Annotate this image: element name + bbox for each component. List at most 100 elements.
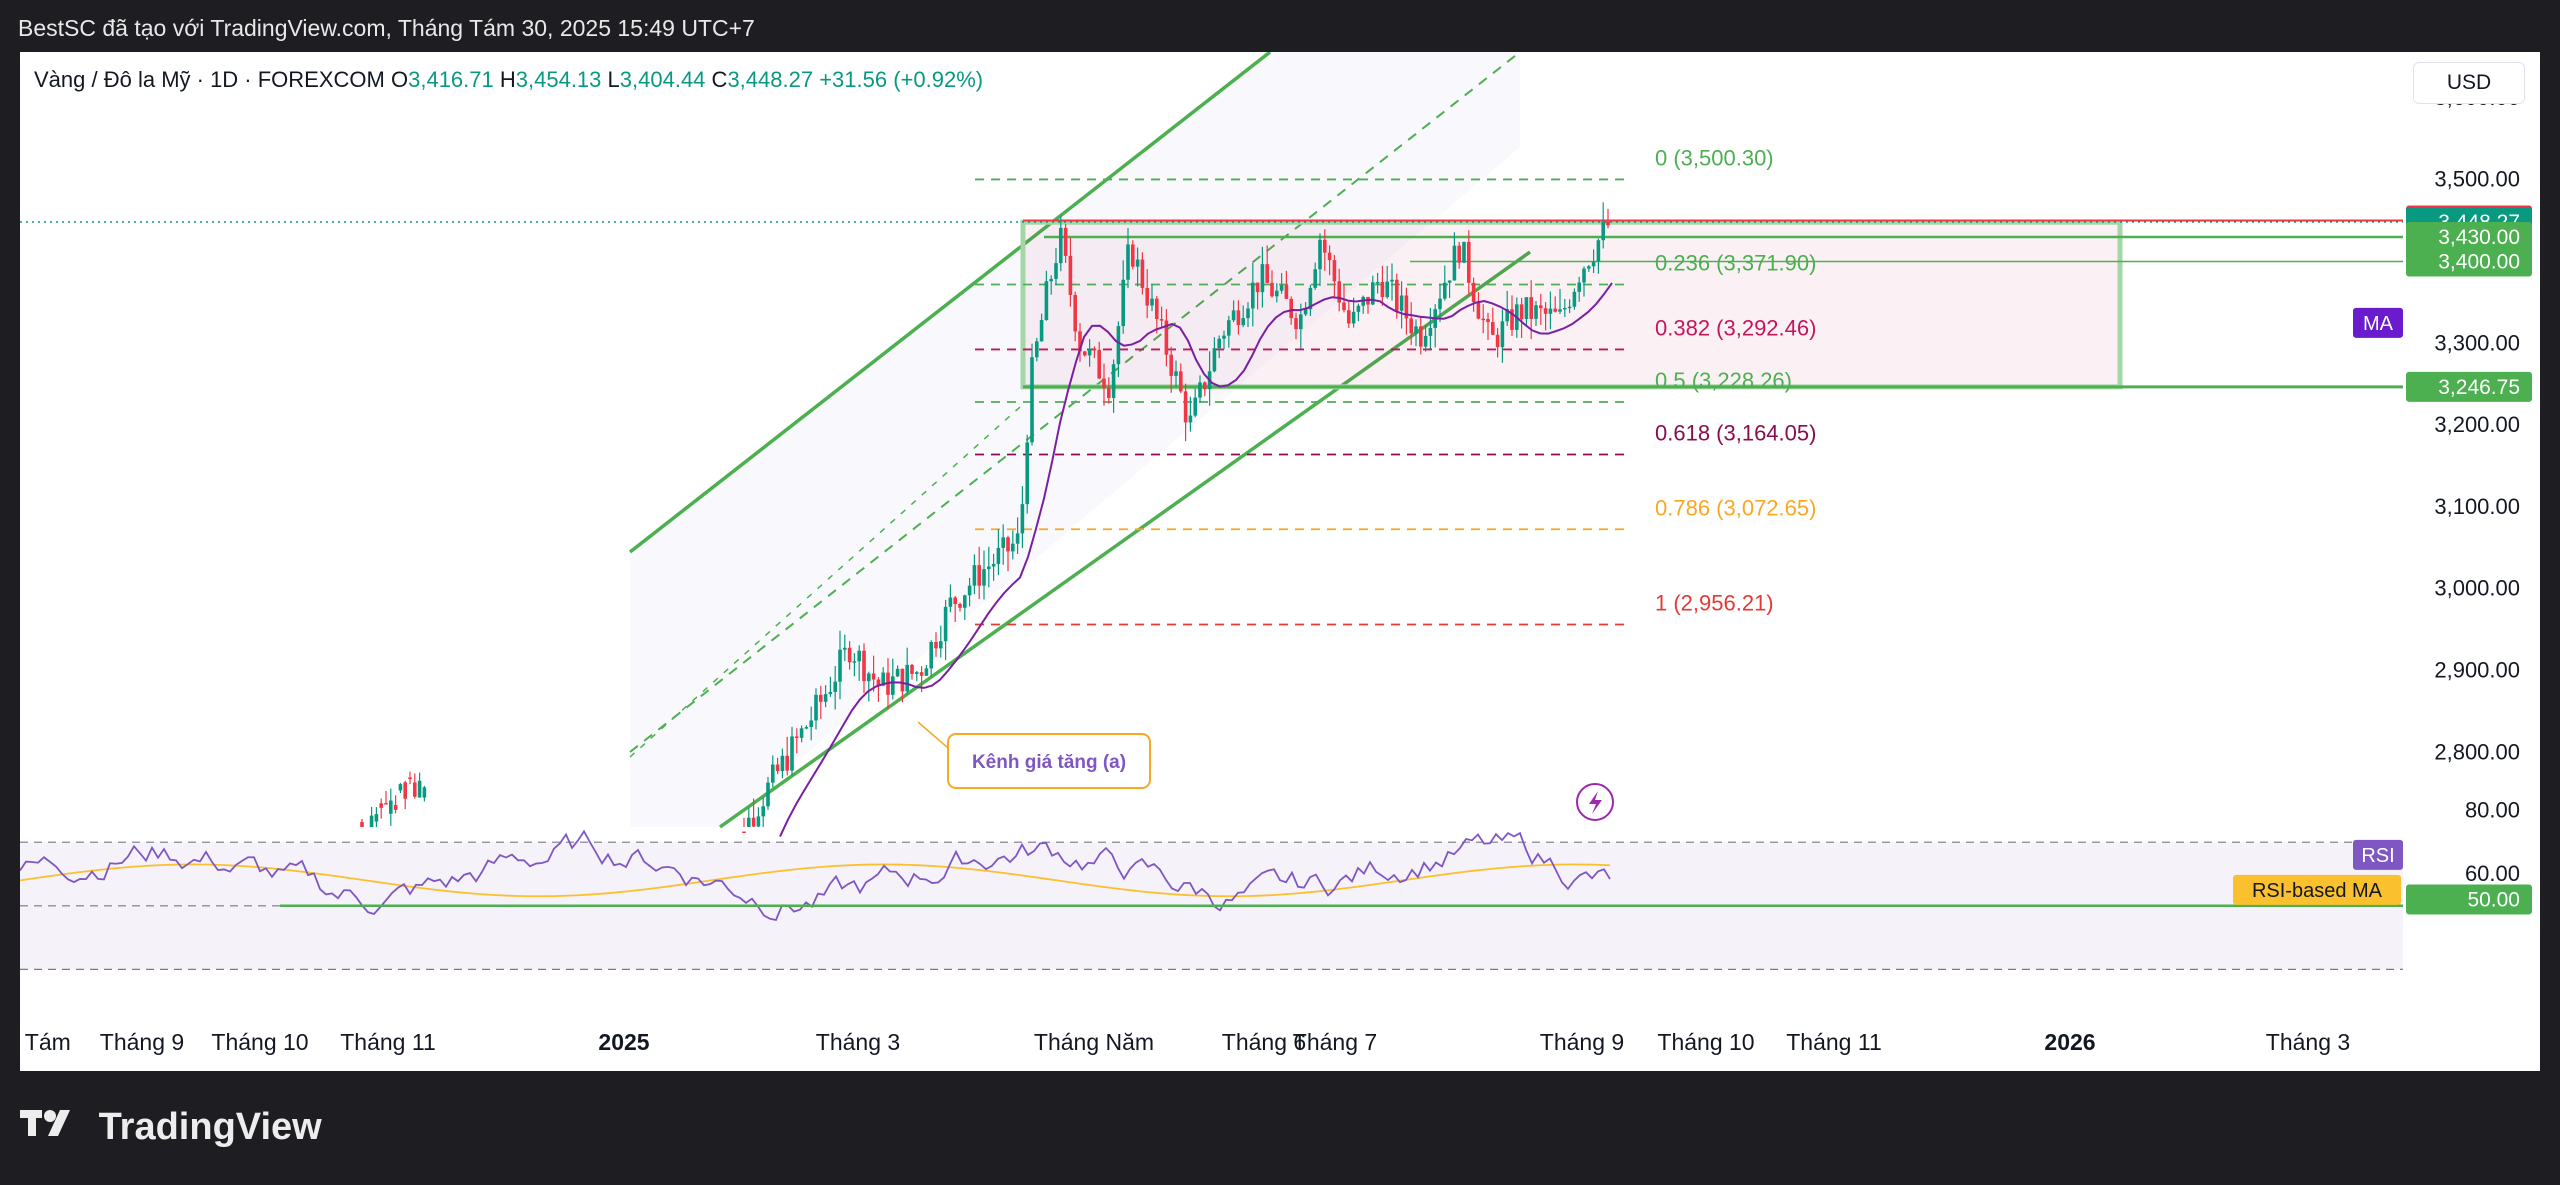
rsi-50-badge: [2406, 884, 2532, 915]
bolt-icon-glyph: [1589, 791, 1602, 814]
candle-body: [1452, 245, 1457, 281]
candle-body: [1563, 307, 1567, 310]
candle-body: [905, 664, 909, 692]
high-label: H: [499, 67, 516, 92]
low-label: L: [607, 67, 620, 92]
candle-body: [1198, 382, 1202, 398]
time-axis-label: 2025: [598, 1029, 649, 1055]
candle-body: [1380, 281, 1385, 298]
annotation-box: [947, 733, 1151, 789]
candle-body: [915, 672, 919, 674]
candle-body: [742, 831, 746, 834]
candle-body: [1457, 245, 1461, 263]
price-badge-label: 3,430.00: [2438, 226, 2520, 249]
candle-body: [871, 673, 876, 680]
candle-body: [413, 782, 417, 797]
candle-body: [1251, 282, 1255, 309]
candle-body: [1419, 326, 1423, 347]
candle-body: [977, 565, 981, 586]
currency-button[interactable]: USD: [2413, 62, 2525, 104]
candle-body: [1375, 281, 1380, 284]
time-axis-label: ng Tám: [20, 1029, 71, 1055]
symbol-name: Vàng / Đô la Mỹ · 1D · FOREXCOM: [34, 67, 385, 92]
rsi-50-badge-label: 50.00: [2467, 888, 2520, 911]
candle-body: [398, 784, 403, 791]
time-axis-label: Tháng 11: [1786, 1029, 1881, 1055]
time-axis-label: Tháng 9: [1540, 1029, 1624, 1055]
price-axis-tick: 2,800.00: [2434, 739, 2520, 764]
candle-body: [1543, 308, 1548, 314]
rsi-ma-badge: [2233, 874, 2401, 905]
candle-body: [1169, 354, 1173, 376]
time-axis-label: Tháng 3: [816, 1029, 900, 1055]
candle-body: [1049, 278, 1053, 282]
candle-body: [1217, 338, 1221, 349]
candle-body: [1548, 308, 1553, 314]
candle-body: [1159, 319, 1164, 321]
candle-body: [982, 569, 986, 586]
candle-body: [895, 668, 900, 677]
candle-body: [1467, 241, 1471, 283]
candle-body: [1179, 371, 1183, 392]
candle-body: [1150, 298, 1154, 306]
price-badge-label: 3,246.75: [2438, 376, 2520, 399]
change-value: +31.56 (+0.92%): [819, 67, 984, 92]
open-label: O: [390, 67, 409, 92]
candle-body: [1481, 318, 1485, 321]
candle-body: [1428, 327, 1433, 336]
candle-body: [1025, 442, 1029, 505]
price-axis-tick: 2,900.00: [2434, 657, 2520, 682]
candle-body: [780, 755, 785, 772]
candle-body: [1491, 322, 1495, 335]
time-axis-label: Tháng 6: [1222, 1029, 1306, 1055]
candle-body: [1582, 268, 1586, 283]
candle-body: [1068, 255, 1073, 295]
candle-body: [1270, 282, 1274, 297]
candle-body: [1039, 320, 1044, 342]
candle-body: [1606, 221, 1610, 226]
candle-body: [919, 672, 924, 676]
candle-body: [819, 694, 823, 702]
fib-level-label: 0.786 (3,072.65): [1655, 495, 1816, 520]
candle-body: [958, 603, 962, 608]
candle-body: [1303, 309, 1308, 315]
channel-lower-line: [718, 250, 1532, 829]
candle-body: [403, 782, 407, 799]
symbol-legend: Vàng / Đô la Mỹ · 1D · FOREXCOM O3,416.7…: [34, 67, 983, 93]
candle-body: [991, 563, 996, 567]
candle-body: [1126, 244, 1130, 280]
candle-body: [1404, 295, 1409, 319]
candle-body: [1135, 259, 1140, 267]
candle-body: [857, 650, 861, 662]
candle-body: [828, 691, 833, 695]
candle-body: [1601, 221, 1605, 241]
candle-body: [1294, 318, 1298, 330]
candle-body: [900, 668, 905, 692]
candle-body: [1279, 285, 1284, 291]
chart-frame[interactable]: 0 (3,500.30) 0.236 (3,371.90) 0.382 (3,292…: [20, 52, 2540, 1071]
candle-body: [771, 764, 775, 783]
candle-body: [1255, 282, 1260, 293]
candle-body: [1097, 349, 1101, 379]
candle-body: [1241, 318, 1245, 326]
footer: TradingView: [20, 1105, 322, 1155]
candle-body: [1164, 320, 1169, 355]
candle-body: [1539, 305, 1543, 309]
candle-body: [369, 815, 374, 827]
candle-body: [809, 720, 813, 728]
fib-level-label: 0.618 (3,164.05): [1655, 420, 1816, 445]
candle-body: [1011, 543, 1015, 552]
candle-body: [1462, 241, 1466, 263]
candle-body: [1121, 279, 1125, 327]
annotation-text: Kênh giá tăng (a): [972, 752, 1126, 773]
candle-body: [953, 597, 957, 604]
time-axis-label: Tháng Năm: [1034, 1029, 1154, 1055]
price-chart[interactable]: 0 (3,500.30) 0.236 (3,371.90) 0.382 (3,292…: [20, 52, 2540, 1071]
open-value: 3,416.71: [408, 67, 494, 92]
candle-body: [747, 817, 751, 827]
price-axis-tick: 3,500.00: [2434, 167, 2520, 192]
candle-body: [1289, 298, 1293, 319]
candle-body: [1510, 309, 1514, 330]
candle-body: [1083, 351, 1087, 356]
candle-body: [1347, 310, 1351, 324]
